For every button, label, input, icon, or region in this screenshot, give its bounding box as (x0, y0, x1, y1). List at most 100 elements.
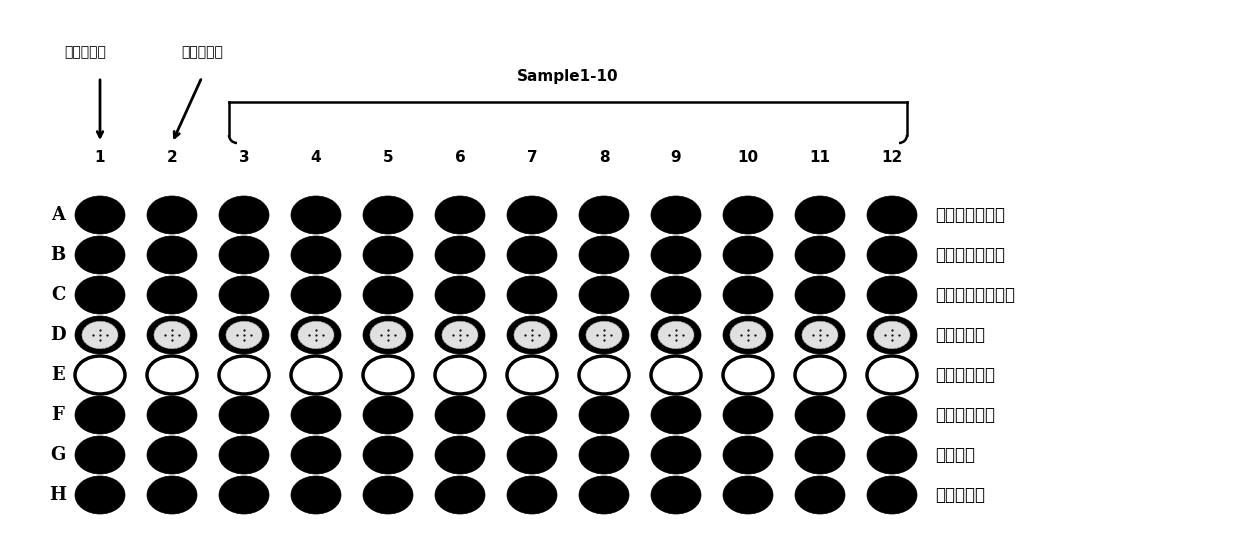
Text: D: D (50, 326, 66, 344)
Ellipse shape (658, 321, 694, 349)
Ellipse shape (219, 236, 269, 274)
Ellipse shape (291, 316, 341, 354)
Ellipse shape (363, 316, 413, 354)
Text: 森林脑炎病毒: 森林脑炎病毒 (935, 406, 994, 424)
Ellipse shape (363, 476, 413, 514)
Ellipse shape (723, 236, 773, 274)
Ellipse shape (74, 276, 125, 314)
Ellipse shape (363, 236, 413, 274)
Ellipse shape (148, 396, 197, 434)
Ellipse shape (148, 196, 197, 234)
Ellipse shape (507, 236, 557, 274)
Ellipse shape (219, 356, 269, 394)
Text: 东方马脑炎病毒: 东方马脑炎病毒 (935, 206, 1004, 224)
Text: E: E (51, 366, 64, 384)
Text: 12: 12 (882, 149, 903, 164)
Text: 尼帕病毒: 尼帕病毒 (935, 446, 975, 464)
Ellipse shape (507, 476, 557, 514)
Ellipse shape (435, 396, 485, 434)
Ellipse shape (148, 356, 197, 394)
Ellipse shape (579, 396, 629, 434)
Ellipse shape (723, 476, 773, 514)
Ellipse shape (651, 476, 701, 514)
Ellipse shape (651, 316, 701, 354)
Ellipse shape (363, 196, 413, 234)
Ellipse shape (148, 316, 197, 354)
Ellipse shape (291, 196, 341, 234)
Ellipse shape (74, 316, 125, 354)
Ellipse shape (723, 316, 773, 354)
Text: 3: 3 (238, 149, 249, 164)
Ellipse shape (74, 476, 125, 514)
Ellipse shape (74, 436, 125, 474)
Ellipse shape (363, 356, 413, 394)
Ellipse shape (579, 356, 629, 394)
Text: 11: 11 (810, 149, 831, 164)
Text: 2: 2 (166, 149, 177, 164)
Ellipse shape (579, 276, 629, 314)
Ellipse shape (507, 356, 557, 394)
Text: 8: 8 (599, 149, 609, 164)
Text: C: C (51, 286, 66, 304)
Ellipse shape (651, 436, 701, 474)
Ellipse shape (723, 356, 773, 394)
Ellipse shape (507, 316, 557, 354)
Ellipse shape (795, 396, 844, 434)
Ellipse shape (795, 316, 844, 354)
Ellipse shape (867, 236, 918, 274)
Ellipse shape (874, 321, 910, 349)
Text: 6: 6 (455, 149, 465, 164)
Ellipse shape (723, 396, 773, 434)
Text: 西方马脑炎病毒: 西方马脑炎病毒 (935, 246, 1004, 264)
Ellipse shape (291, 396, 341, 434)
Ellipse shape (148, 276, 197, 314)
Text: G: G (51, 446, 66, 464)
Text: 1: 1 (94, 149, 105, 164)
Ellipse shape (579, 476, 629, 514)
Ellipse shape (723, 196, 773, 234)
Ellipse shape (291, 436, 341, 474)
Text: A: A (51, 206, 64, 224)
Ellipse shape (291, 476, 341, 514)
Ellipse shape (867, 396, 918, 434)
Ellipse shape (219, 476, 269, 514)
Ellipse shape (867, 316, 918, 354)
Ellipse shape (74, 236, 125, 274)
Ellipse shape (148, 436, 197, 474)
Ellipse shape (298, 321, 334, 349)
Ellipse shape (802, 321, 838, 349)
Text: 9: 9 (671, 149, 681, 164)
Text: H: H (50, 486, 67, 504)
Ellipse shape (867, 276, 918, 314)
Ellipse shape (795, 356, 844, 394)
Ellipse shape (507, 436, 557, 474)
Ellipse shape (363, 276, 413, 314)
Ellipse shape (795, 476, 844, 514)
Ellipse shape (435, 476, 485, 514)
Ellipse shape (291, 276, 341, 314)
Ellipse shape (723, 436, 773, 474)
Ellipse shape (515, 321, 551, 349)
Text: 4: 4 (311, 149, 321, 164)
Ellipse shape (74, 356, 125, 394)
Ellipse shape (219, 316, 269, 354)
Ellipse shape (730, 321, 766, 349)
Text: 5: 5 (383, 149, 393, 164)
Ellipse shape (795, 236, 844, 274)
Ellipse shape (219, 436, 269, 474)
Ellipse shape (651, 396, 701, 434)
Ellipse shape (226, 321, 262, 349)
Ellipse shape (579, 316, 629, 354)
Ellipse shape (363, 396, 413, 434)
Ellipse shape (219, 396, 269, 434)
Ellipse shape (435, 436, 485, 474)
Text: 委内瑞拉脑炎病毒: 委内瑞拉脑炎病毒 (935, 286, 1016, 304)
Ellipse shape (148, 236, 197, 274)
Text: 亭格拉病毒: 亭格拉病毒 (935, 486, 985, 504)
Ellipse shape (82, 321, 118, 349)
Ellipse shape (291, 356, 341, 394)
Ellipse shape (579, 236, 629, 274)
Ellipse shape (579, 436, 629, 474)
Ellipse shape (507, 396, 557, 434)
Ellipse shape (795, 436, 844, 474)
